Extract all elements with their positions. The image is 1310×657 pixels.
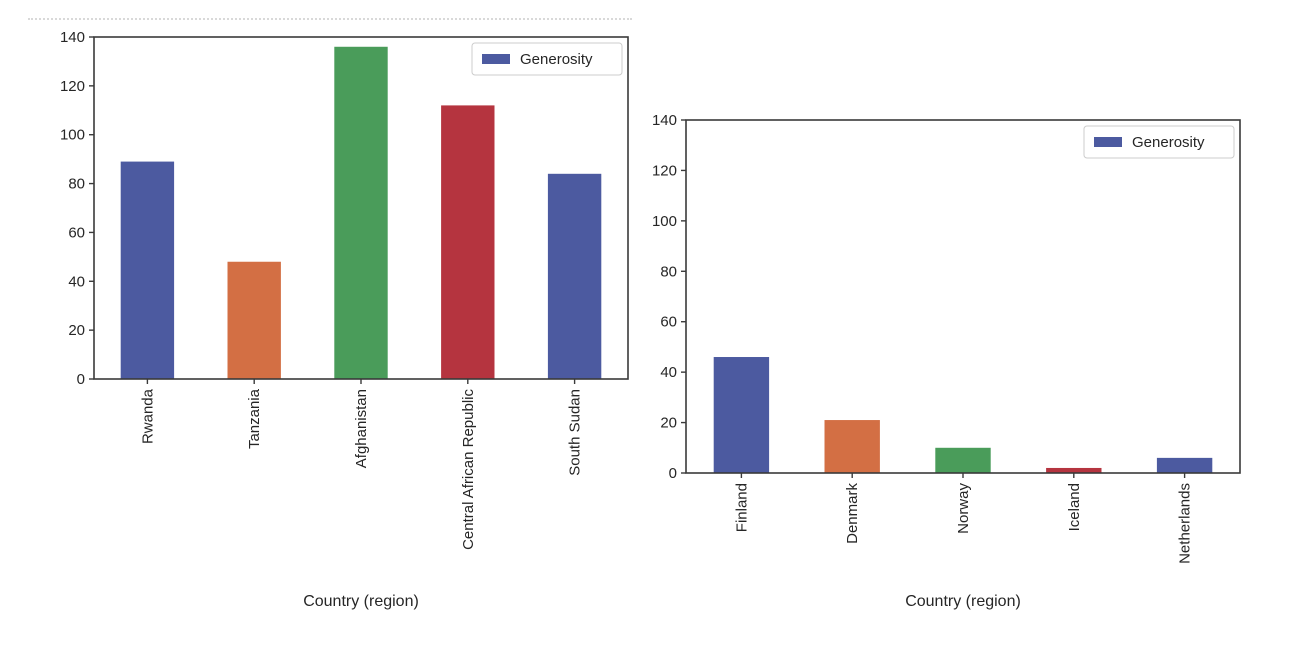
- y-tick-label: 80: [660, 263, 677, 280]
- chart-2: 0 20 40 60 80 100 120 140 Finland Denmark Norway Ic…: [652, 112, 1241, 610]
- legend-swatch: [482, 54, 510, 64]
- y-tick-label: 0: [669, 465, 677, 482]
- bar-iceland: [1046, 467, 1102, 473]
- y-tick-label: 140: [60, 29, 85, 46]
- legend-box: [1083, 125, 1235, 159]
- y-tick-label: 100: [60, 127, 85, 144]
- y-tick-label: 60: [68, 224, 85, 241]
- y-tick-label: 40: [660, 364, 677, 381]
- y-tick-label: 20: [68, 322, 85, 339]
- legend-box: [471, 42, 623, 76]
- x-tick-label: Finland: [733, 483, 750, 532]
- bar-netherlands: [1156, 457, 1213, 473]
- x-tick-label: Rwanda: [139, 388, 156, 444]
- legend-label: Generosity: [520, 51, 593, 68]
- x-tick-label: Norway: [955, 483, 972, 534]
- bar-rwanda: [120, 161, 175, 379]
- x-tick-label: Tanzania: [246, 388, 263, 449]
- x-tick-label: Netherlands: [1177, 483, 1194, 564]
- y-tick-label: 100: [652, 213, 677, 230]
- legend: Generosity: [471, 42, 623, 76]
- top-divider: [28, 18, 632, 20]
- bar-denmark: [824, 420, 880, 473]
- y-tick-label: 120: [652, 162, 677, 179]
- x-tick-label: Denmark: [844, 483, 861, 544]
- legend: Generosity: [1083, 125, 1235, 159]
- x-tick-label: Iceland: [1066, 483, 1083, 531]
- chart-1: 0 20 40 60 80 100 120 140 Rwanda Tanzania Afghanis…: [60, 29, 629, 610]
- x-axis-label: Country (region): [905, 593, 1021, 610]
- bar-tanzania: [227, 261, 281, 379]
- bar-norway: [935, 447, 991, 473]
- y-tick-label: 120: [60, 78, 85, 95]
- x-axis-label: Country (region): [303, 593, 419, 610]
- y-tick-label: 0: [77, 371, 85, 388]
- y-tick-label: 20: [660, 415, 677, 432]
- bar-finland: [713, 357, 770, 473]
- legend-label: Generosity: [1132, 134, 1205, 151]
- y-tick-label: 140: [652, 112, 677, 129]
- legend-swatch: [1094, 137, 1122, 147]
- bar-south-sudan: [547, 173, 602, 379]
- x-tick-label: Afghanistan: [353, 389, 370, 468]
- y-tick-label: 80: [68, 176, 85, 193]
- x-tick-label: South Sudan: [567, 389, 584, 476]
- bar-central-african-republic: [441, 105, 495, 380]
- bar-afghanistan: [334, 46, 388, 380]
- y-tick-label: 40: [68, 273, 85, 290]
- x-tick-label: Central African Republic: [460, 389, 477, 550]
- y-tick-label: 60: [660, 314, 677, 331]
